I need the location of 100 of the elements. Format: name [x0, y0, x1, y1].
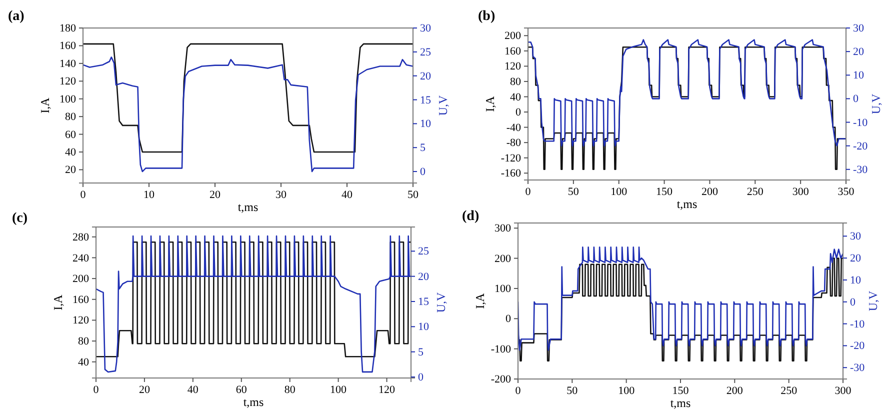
- x-tick-label: 30: [276, 188, 287, 201]
- y2-tick-label: 20: [420, 70, 432, 82]
- x-tick-label: 150: [672, 384, 690, 397]
- y2-tick-label: 10: [850, 274, 862, 286]
- y2-tick-label: -30: [853, 164, 868, 176]
- x-tick-label: 200: [726, 384, 744, 397]
- y-tick-label: 80: [510, 76, 522, 88]
- y2-tick-label: -10: [850, 318, 866, 330]
- x-tick-label: 50: [566, 384, 578, 397]
- y2-axis-title: U,V: [436, 95, 450, 116]
- y-tick-label: 40: [78, 356, 90, 368]
- y2-axis-title: U,V: [434, 292, 448, 313]
- y-tick-label: 160: [504, 45, 522, 58]
- y2-tick-label: -20: [850, 340, 866, 352]
- y2-tick-label: 25: [418, 246, 430, 258]
- chart-title: (c): [12, 211, 28, 226]
- y-tick-label: 100: [494, 283, 512, 295]
- y-tick-label: 300: [494, 222, 512, 235]
- y-tick-label: 200: [72, 273, 90, 286]
- x-tick-label: 80: [284, 384, 296, 396]
- y2-tick-label: 20: [850, 252, 862, 265]
- x-tick-label: 50: [568, 186, 580, 198]
- y-tick-label: -160: [500, 168, 522, 180]
- y2-axis-title: U,V: [869, 94, 883, 114]
- y-tick-label: 100: [60, 93, 76, 106]
- line-series: [83, 43, 413, 153]
- y2-tick-label: 20: [853, 46, 864, 58]
- y-tick-label: 20: [65, 164, 76, 176]
- line-series: [83, 56, 413, 172]
- y-tick-label: -200: [490, 374, 512, 386]
- x-axis-title: t,ms: [676, 197, 698, 211]
- y2-tick-label: 30: [420, 22, 432, 35]
- y2-tick-label: -30: [850, 362, 866, 374]
- y2-tick-label: 10: [418, 321, 430, 334]
- y-tick-label: 200: [494, 252, 512, 265]
- y2-tick-label: 0: [850, 296, 856, 308]
- x-tick-label: 50: [408, 188, 419, 201]
- y-tick-label: 40: [510, 91, 522, 104]
- y-tick-label: 240: [72, 252, 90, 264]
- y-tick-label: 120: [72, 314, 90, 327]
- chart-title: (b): [478, 9, 496, 24]
- y2-tick-label: 0: [853, 93, 859, 106]
- y-axis-title: I,A: [483, 96, 497, 112]
- y2-axis-title: U,V: [866, 290, 880, 312]
- y-tick-label: -80: [506, 137, 522, 150]
- x-axis-title: t,ms: [670, 396, 691, 410]
- y-tick-label: 0: [516, 106, 522, 119]
- x-tick-label: 20: [210, 188, 221, 201]
- y2-tick-label: 15: [418, 296, 430, 308]
- x-tick-label: 60: [236, 384, 248, 396]
- y-tick-label: -40: [506, 122, 522, 134]
- y2-tick-label: 10: [420, 118, 432, 130]
- x-axis-title: t,ms: [238, 200, 258, 214]
- y-tick-label: 120: [504, 60, 522, 73]
- x-tick-label: 350: [838, 186, 855, 198]
- y2-tick-label: 10: [853, 70, 864, 82]
- x-tick-label: 250: [746, 186, 764, 198]
- y-tick-label: 160: [72, 294, 90, 306]
- x-tick-label: 20: [138, 384, 150, 396]
- y-tick-label: 80: [65, 111, 76, 124]
- y2-tick-label: 30: [850, 230, 862, 243]
- x-tick-label: 100: [330, 384, 348, 396]
- chart-title: (d): [462, 209, 480, 224]
- y-tick-label: -100: [490, 343, 512, 356]
- x-tick-label: 40: [187, 384, 199, 396]
- y-axis-title: I,A: [38, 97, 52, 114]
- y-tick-label: 0: [506, 313, 512, 326]
- y2-tick-label: 20: [418, 270, 430, 283]
- y-tick-label: 60: [65, 128, 76, 141]
- y2-tick-label: 0: [420, 166, 426, 178]
- y2-tick-label: -10: [853, 116, 868, 129]
- x-tick-label: 100: [610, 186, 628, 198]
- y2-tick-label: 0: [418, 372, 424, 384]
- chart-title: (a): [8, 9, 25, 24]
- x-tick-label: 120: [378, 384, 396, 396]
- x-tick-label: 300: [792, 186, 810, 198]
- y2-tick-label: 5: [418, 346, 424, 358]
- y2-tick-label: 5: [420, 142, 426, 154]
- x-tick-label: 300: [834, 384, 852, 397]
- x-tick-label: 100: [618, 384, 636, 397]
- y-tick-label: -120: [500, 152, 522, 164]
- x-tick-label: 40: [342, 188, 353, 201]
- x-tick-label: 0: [93, 384, 100, 396]
- line-series: [528, 39, 846, 146]
- y2-tick-label: 30: [853, 22, 864, 35]
- y-tick-label: 180: [60, 22, 76, 35]
- x-tick-label: 150: [656, 186, 674, 198]
- y2-tick-label: 15: [420, 94, 432, 106]
- y2-tick-label: 25: [420, 46, 432, 58]
- y-tick-label: 40: [65, 146, 76, 159]
- x-tick-label: 10: [144, 188, 155, 201]
- line-series: [518, 246, 843, 351]
- y-tick-label: 140: [60, 58, 76, 70]
- y-tick-label: 80: [78, 336, 90, 348]
- x-tick-label: 250: [780, 384, 798, 397]
- y2-tick-label: -20: [853, 140, 868, 152]
- y-tick-label: 280: [72, 231, 90, 244]
- y-tick-label: 200: [504, 30, 522, 42]
- y-tick-label: 120: [60, 76, 76, 88]
- y-tick-label: 160: [60, 40, 76, 52]
